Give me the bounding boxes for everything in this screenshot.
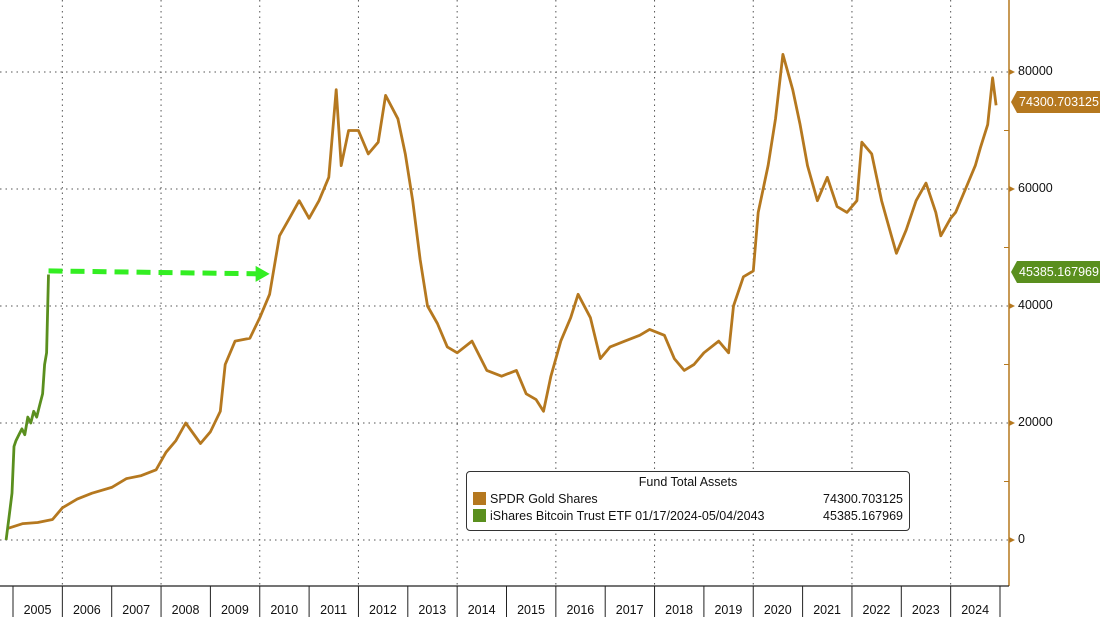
dashed-arrow-line — [48, 268, 258, 277]
y-tick-label: 20000 — [1018, 415, 1053, 429]
x-tick-label: 2009 — [220, 603, 249, 617]
arrow-head-icon — [255, 265, 270, 282]
x-tick-label: 2022 — [862, 603, 891, 617]
x-tick-label: 2006 — [72, 603, 101, 617]
x-tick-label: 2021 — [813, 603, 841, 617]
y-tick-mark — [1009, 420, 1015, 426]
x-tick-label: 2011 — [320, 603, 348, 617]
legend-title: Fund Total Assets — [638, 475, 738, 489]
x-tick-label: 2017 — [615, 603, 644, 617]
y-tick-label: 0 — [1018, 532, 1025, 546]
x-tick-label: 2012 — [369, 603, 397, 617]
y-tick-mark — [1009, 303, 1015, 309]
x-tick-label: 2005 — [23, 603, 52, 617]
legend-swatch-bitcoin — [473, 509, 486, 522]
legend-item-bitcoin: iShares Bitcoin Trust ETF 01/17/2024-05/… — [473, 507, 903, 524]
x-tick-label: 2016 — [566, 603, 595, 617]
legend-label: iShares Bitcoin Trust ETF 01/17/2024-05/… — [490, 508, 765, 523]
series-lines — [4, 53, 998, 541]
x-tick-label: 2010 — [270, 603, 299, 617]
x-tick-label: 2024 — [961, 603, 990, 617]
y-tick-mark — [1009, 537, 1015, 543]
y-tick-label: 80000 — [1018, 64, 1053, 78]
y-tick-mark — [1009, 186, 1015, 192]
legend-swatch-gold — [473, 492, 486, 505]
x-tick-label: 2019 — [714, 603, 743, 617]
gold-series-line — [7, 53, 998, 530]
y-tick-label: 40000 — [1018, 298, 1053, 312]
bitcoin-last-value-tag: 45385.167969 — [1011, 261, 1100, 283]
x-tick-label: 2018 — [665, 603, 693, 617]
x-tick-label: 2014 — [467, 603, 496, 617]
y-tick-mark — [1009, 69, 1015, 75]
gridlines — [0, 0, 1015, 586]
x-tick-label: 2020 — [763, 603, 792, 617]
y-tick-label: 60000 — [1018, 181, 1053, 195]
legend-item-gold: SPDR Gold Shares 74300.703125 — [473, 490, 903, 507]
legend-value: 45385.167969 — [823, 508, 903, 523]
x-tick-label: 2015 — [517, 603, 545, 617]
x-tick-label: 2008 — [171, 603, 200, 617]
annotations — [48, 265, 270, 282]
x-tick-label: 2023 — [911, 603, 940, 617]
bitcoin-series-line — [4, 274, 50, 541]
legend: Fund Total Assets SPDR Gold Shares 74300… — [466, 471, 910, 531]
legend-value: 74300.703125 — [823, 491, 903, 506]
x-tick-label: 2007 — [122, 603, 151, 617]
gold-last-value-tag: 74300.703125 — [1011, 91, 1100, 113]
x-tick-label: 2013 — [418, 603, 447, 617]
legend-label: SPDR Gold Shares — [490, 491, 598, 506]
x-axis-dividers — [12, 586, 1001, 617]
